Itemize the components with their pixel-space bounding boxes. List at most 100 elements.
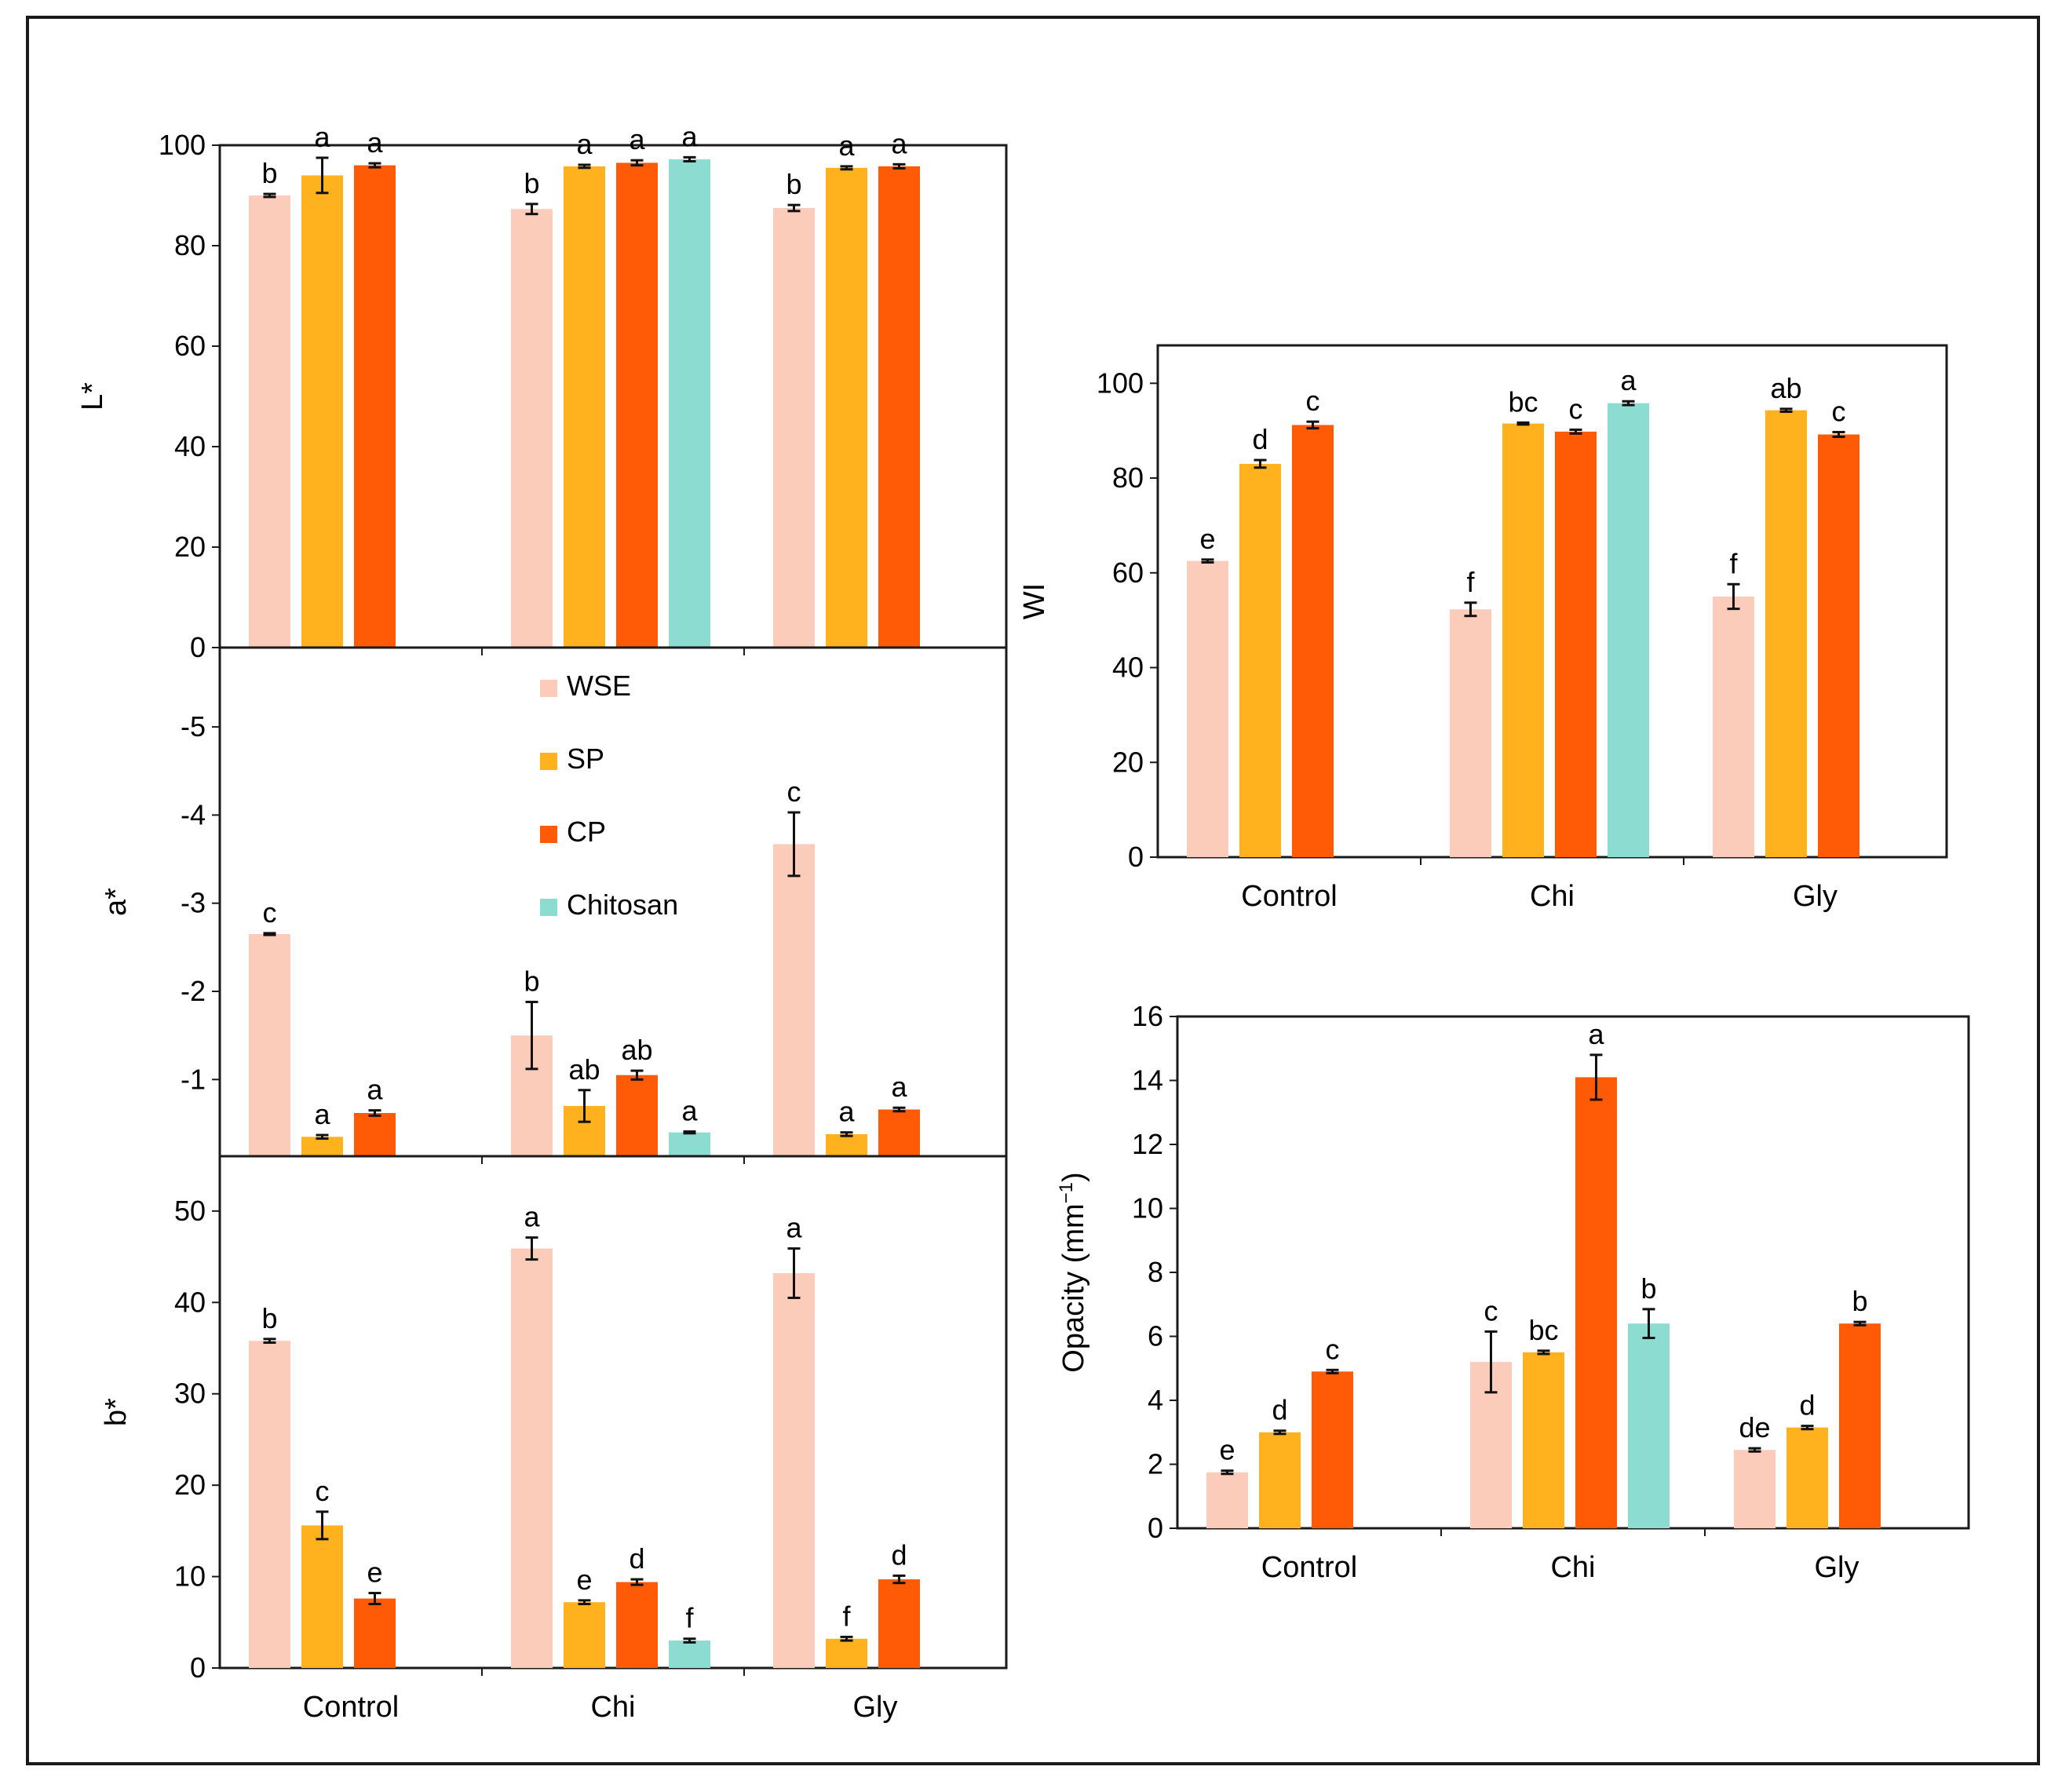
legend-swatch-chitosan	[540, 899, 557, 916]
significance-label: c	[1569, 392, 1583, 425]
x-category-label: Gly	[1815, 1551, 1859, 1584]
y-tick-label: 80	[1112, 462, 1144, 494]
significance-label: a	[576, 128, 593, 160]
y-tick-label: 30	[174, 1378, 206, 1410]
y-tick-label: 0	[190, 1651, 206, 1684]
significance-label: c	[263, 896, 277, 929]
bar-gly-cp	[1839, 1323, 1881, 1528]
y-tick-label: 10	[1132, 1192, 1163, 1224]
y-tick-label: 16	[1132, 1000, 1163, 1032]
bar-chi-sp	[564, 1602, 605, 1668]
bar-control-wse	[1206, 1472, 1248, 1528]
significance-label: ab	[568, 1053, 600, 1086]
y-tick-label: 40	[174, 1286, 206, 1318]
y-tick-label: 40	[1112, 651, 1144, 684]
bar-chi-cp	[616, 162, 658, 648]
y-tick-label: 50	[174, 1195, 206, 1227]
bar-gly-wse	[773, 208, 815, 648]
bar-chi-sp	[564, 166, 605, 648]
bar-control-cp	[354, 1598, 396, 1668]
bar-gly-sp	[826, 1638, 867, 1668]
significance-label: f	[685, 1602, 694, 1634]
bar-gly-wse	[1713, 596, 1754, 857]
bar-control-cp	[1292, 425, 1334, 857]
bar-gly-sp	[826, 167, 867, 648]
significance-label: ab	[1770, 372, 1801, 404]
significance-label: c	[316, 1475, 330, 1507]
plot-frame	[1156, 344, 1948, 859]
significance-label: b	[261, 1302, 277, 1334]
significance-label: b	[786, 168, 801, 200]
bar-gly-cp	[1818, 434, 1859, 857]
legend-swatch-wse	[540, 680, 557, 697]
bar-control-sp	[301, 175, 343, 648]
bar-gly-sp	[826, 1133, 867, 1156]
bar-chi-sp	[1502, 423, 1544, 857]
x-category-label: Control	[1261, 1551, 1358, 1584]
bar-gly-wse	[773, 844, 815, 1156]
y-axis-label: b*	[100, 1398, 133, 1426]
significance-label: a	[891, 127, 907, 159]
x-category-label: Gly	[1793, 880, 1838, 913]
significance-label: f	[1729, 547, 1738, 579]
y-axis-label: a*	[100, 888, 133, 916]
significance-label: b	[1640, 1272, 1656, 1305]
y-axis-label: L*	[76, 382, 109, 411]
x-category-label: Chi	[1530, 880, 1575, 913]
y-tick-label: 0	[1128, 841, 1144, 873]
y-tick-label: 20	[1112, 746, 1144, 778]
x-category-label: Chi	[1550, 1551, 1595, 1584]
bar-control-cp	[354, 165, 396, 648]
significance-label: bc	[1528, 1314, 1558, 1346]
bar-chi-cp	[616, 1075, 658, 1156]
y-axis-label-close: )	[1057, 1172, 1090, 1182]
legend-label-wse: WSE	[567, 670, 631, 702]
significance-label: e	[367, 1557, 382, 1589]
bar-control-wse	[1187, 560, 1228, 857]
bar-control-cp	[354, 1112, 396, 1156]
legend-swatch-cp	[540, 826, 557, 843]
significance-label: a	[681, 1095, 698, 1127]
significance-label: c	[1306, 385, 1320, 417]
y-tick-label: 2	[1148, 1448, 1163, 1480]
significance-label: e	[1219, 1434, 1235, 1466]
significance-label: e	[1199, 523, 1215, 555]
significance-label: d	[1252, 423, 1268, 455]
significance-label: c	[1326, 1333, 1340, 1365]
bar-chi-chitosan	[1608, 403, 1649, 857]
bar-control-sp	[1259, 1432, 1301, 1528]
significance-label: a	[524, 1201, 540, 1233]
y-tick-label: -1	[181, 1063, 206, 1095]
bar-chi-chitosan	[669, 1641, 710, 1668]
y-tick-label: 8	[1148, 1256, 1163, 1288]
significance-label: d	[629, 1542, 644, 1575]
bar-chi-sp	[1523, 1352, 1564, 1528]
bar-gly-sp	[1786, 1427, 1828, 1528]
bar-gly-cp	[878, 166, 920, 648]
y-tick-label: 100	[159, 129, 206, 161]
y-tick-label: 6	[1148, 1320, 1163, 1352]
significance-label: a	[314, 121, 330, 153]
significance-label: a	[1588, 1018, 1604, 1050]
y-tick-label: 80	[174, 229, 206, 261]
significance-label: b	[524, 167, 539, 199]
bar-chi-cp	[1555, 431, 1597, 857]
significance-label: ab	[621, 1034, 652, 1066]
y-tick-label: -2	[181, 975, 206, 1007]
y-tick-label: 60	[174, 330, 206, 362]
bar-chi-cp	[616, 1582, 658, 1668]
bar-chi-chitosan	[669, 159, 710, 648]
bar-gly-sp	[1765, 410, 1807, 857]
significance-label: d	[891, 1538, 907, 1571]
y-axis-label: WI	[1018, 583, 1051, 619]
bar-control-cp	[1312, 1371, 1353, 1528]
significance-label: a	[891, 1071, 907, 1103]
bar-control-wse	[249, 1341, 290, 1668]
significance-label: f	[1466, 566, 1475, 598]
x-category-label: Control	[303, 1691, 400, 1724]
legend-swatch-sp	[540, 753, 557, 770]
significance-label: b	[524, 965, 539, 997]
